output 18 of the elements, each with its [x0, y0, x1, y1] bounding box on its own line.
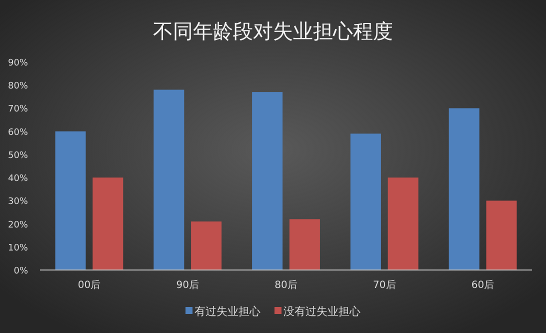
- x-tick-label: 90后: [176, 279, 199, 291]
- legend-label: 有过失业担心: [194, 305, 260, 318]
- y-tick-label: 70%: [8, 104, 28, 115]
- chart-title: 不同年龄段对失业担心程度: [153, 19, 393, 43]
- y-tick-label: 50%: [8, 150, 28, 161]
- x-tick-label: 60后: [471, 279, 494, 291]
- x-tick-label: 00后: [78, 279, 101, 291]
- y-tick-label: 60%: [8, 128, 28, 138]
- y-tick-label: 20%: [8, 220, 28, 230]
- y-tick-label: 80%: [8, 82, 28, 92]
- y-tick-label: 30%: [8, 197, 28, 208]
- y-tick-label: 0%: [14, 266, 28, 276]
- legend-label: 没有过失业担心: [284, 305, 360, 318]
- x-tick-label: 80后: [274, 279, 298, 291]
- x-tick-label: 70后: [373, 279, 396, 291]
- y-tick-label: 40%: [8, 174, 28, 184]
- y-tick-label: 90%: [8, 58, 28, 68]
- y-tick-label: 10%: [8, 243, 28, 254]
